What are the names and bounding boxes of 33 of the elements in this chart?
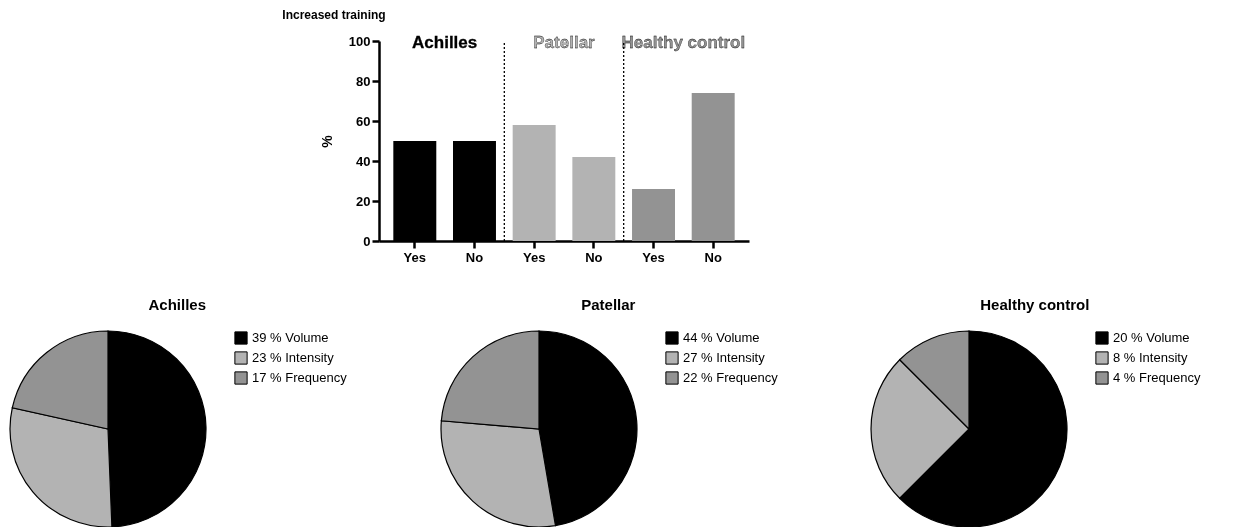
- text: Patellar: [533, 33, 596, 52]
- bar: [572, 157, 616, 241]
- x-tick-label: Yes: [403, 249, 427, 265]
- y-tick-label: 100: [348, 33, 371, 49]
- x-tick-label: No: [465, 249, 484, 265]
- legend-label: 20 % Volume: [1113, 330, 1190, 345]
- legend-label: 44 % Volume: [683, 330, 760, 345]
- legend-label: 23 % Intensity: [252, 350, 335, 365]
- legend-label: 8 % Intensity: [1113, 350, 1188, 365]
- bar: [512, 125, 556, 241]
- text: Achilles: [412, 33, 478, 52]
- chart-title: Achilles: [148, 295, 207, 313]
- y-tick-label: 80: [356, 73, 371, 89]
- legend-label: 39 % Volume: [252, 330, 329, 345]
- legend-label: 4 % Frequency: [1113, 370, 1201, 385]
- bar: [691, 93, 735, 241]
- chart-title: Increased training: [282, 8, 386, 22]
- legend-label: 27 % Intensity: [683, 350, 766, 365]
- x-tick-label: No: [704, 249, 722, 265]
- y-tick-label: 0: [363, 233, 371, 249]
- chart-title: Healthy control: [980, 295, 1090, 313]
- y-tick-label: 60: [356, 113, 371, 129]
- y-tick-label: 40: [356, 153, 371, 169]
- bar: [632, 189, 675, 241]
- legend-label: 17 % Frequency: [252, 370, 348, 385]
- chart-title: Patellar: [581, 295, 636, 313]
- text: Healthy control: [621, 33, 746, 52]
- y-tick-label: 20: [356, 193, 371, 209]
- x-tick-label: No: [585, 249, 603, 265]
- x-tick-label: Yes: [642, 249, 665, 265]
- legend-label: 22 % Frequency: [683, 370, 779, 385]
- x-tick-label: Yes: [522, 249, 546, 265]
- y-axis-title: %: [318, 134, 335, 148]
